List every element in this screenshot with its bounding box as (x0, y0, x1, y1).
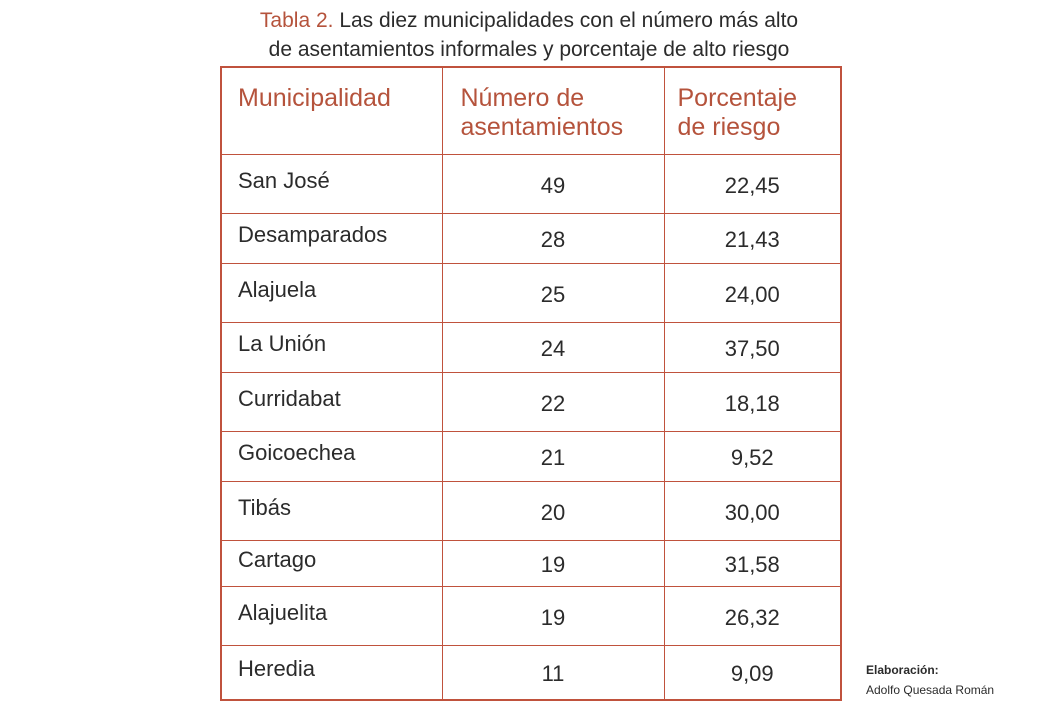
cell-riesgo: 37,50 (663, 321, 842, 373)
cell-municipalidad: La Unión (220, 321, 443, 373)
cell-asentamientos: 22 (441, 371, 665, 432)
credit-title: Elaboración: (866, 663, 939, 677)
table-row: Desamparados 28 21,43 (220, 212, 842, 264)
caption-title-line-1: Las diez municipalidades con el número m… (339, 9, 799, 32)
cell-municipalidad: Heredia (220, 644, 443, 700)
credit-note: Elaboración: Adolfo Quesada Román (866, 660, 994, 700)
cell-asentamientos: 25 (441, 262, 665, 323)
caption-title-line-2: de asentamientos informales y porcentaje… (268, 38, 790, 61)
header-riesgo: Porcentaje de riesgo (663, 66, 842, 155)
cell-asentamientos: 28 (441, 212, 665, 264)
cell-riesgo-text: 9,09 (730, 661, 774, 686)
header-asentamientos: Número de asentamientos (441, 66, 665, 155)
credit-author: Adolfo Quesada Román (866, 683, 995, 697)
caption-label: Tabla 2. (259, 9, 334, 32)
table-row: Goicoechea 21 9,52 (220, 430, 842, 482)
cell-municipalidad-text: Alajuela (238, 276, 317, 302)
cell-municipalidad-text: Tibás (238, 494, 291, 520)
cell-riesgo-text: 37,50 (724, 336, 780, 361)
table-row: Heredia 11 9,09 (220, 644, 842, 700)
cell-riesgo-text: 18,18 (724, 390, 780, 416)
cell-asentamientos: 21 (441, 430, 665, 482)
cell-riesgo: 22,45 (663, 153, 842, 214)
cell-municipalidad-text: Alajuelita (238, 599, 328, 625)
cell-asentamientos-text: 11 (541, 661, 565, 686)
header-asentamientos-line-1: Número de (460, 84, 585, 112)
cell-asentamientos-text: 28 (540, 227, 566, 252)
table-row: Alajuelita 19 26,32 (220, 585, 842, 646)
cell-riesgo-text: 9,52 (730, 445, 774, 470)
cell-asentamientos: 11 (441, 644, 665, 700)
cell-asentamientos: 19 (441, 539, 665, 587)
header-asentamientos-line-2: asentamientos (460, 113, 624, 141)
cell-riesgo-text: 22,45 (724, 172, 780, 198)
caption-line-1: Tabla 2. Las diez municipalidades con el… (0, 6, 1058, 35)
cell-municipalidad-text: San José (238, 167, 330, 193)
header-riesgo-line-1: Porcentaje (677, 84, 798, 112)
cell-asentamientos-text: 19 (540, 552, 566, 577)
cell-riesgo: 24,00 (663, 262, 842, 323)
cell-riesgo: 9,52 (663, 430, 842, 482)
cell-asentamientos: 49 (441, 153, 665, 214)
cell-municipalidad: Cartago (220, 539, 443, 587)
table-header-row: Municipalidad Número de asentamientos Por… (220, 66, 842, 155)
cell-municipalidad: San José (220, 153, 443, 214)
cell-municipalidad-text: La Unión (238, 331, 327, 356)
cell-riesgo: 18,18 (663, 371, 842, 432)
header-municipalidad-text: Municipalidad (238, 84, 391, 112)
cell-municipalidad-text: Goicoechea (238, 440, 356, 465)
cell-asentamientos-text: 19 (540, 604, 566, 630)
cell-asentamientos-text: 24 (540, 336, 566, 361)
cell-riesgo: 21,43 (663, 212, 842, 264)
table-row: San José 49 22,45 (220, 153, 842, 214)
table-row: Cartago 19 31,58 (220, 539, 842, 587)
table-row: Alajuela 25 24,00 (220, 262, 842, 323)
cell-municipalidad: Alajuela (220, 262, 443, 323)
cell-asentamientos: 19 (441, 585, 665, 646)
table-caption: Tabla 2. Las diez municipalidades con el… (0, 6, 1058, 64)
cell-riesgo-text: 24,00 (724, 281, 780, 307)
cell-riesgo-text: 31,58 (724, 552, 780, 577)
cell-municipalidad-text: Desamparados (238, 222, 388, 247)
cell-municipalidad: Desamparados (220, 212, 443, 264)
cell-riesgo-text: 21,43 (724, 227, 780, 252)
cell-asentamientos-text: 21 (540, 445, 566, 470)
cell-riesgo: 30,00 (663, 480, 842, 541)
table-row: Curridabat 22 18,18 (220, 371, 842, 432)
cell-asentamientos: 20 (441, 480, 665, 541)
cell-municipalidad-text: Curridabat (238, 385, 341, 411)
cell-riesgo-text: 30,00 (724, 499, 780, 525)
cell-asentamientos-text: 25 (540, 281, 566, 307)
cell-municipalidad: Curridabat (220, 371, 443, 432)
table-row: Tibás 20 30,00 (220, 480, 842, 541)
municipalities-table: Municipalidad Número de asentamientos Por… (220, 66, 842, 701)
cell-municipalidad-text: Cartago (238, 547, 317, 572)
cell-asentamientos-text: 20 (540, 499, 566, 525)
cell-municipalidad: Goicoechea (220, 430, 443, 482)
cell-riesgo: 31,58 (663, 539, 842, 587)
cell-municipalidad: Alajuelita (220, 585, 443, 646)
header-municipalidad: Municipalidad (220, 66, 443, 155)
cell-asentamientos: 24 (441, 321, 665, 373)
cell-riesgo: 9,09 (663, 644, 842, 700)
cell-asentamientos-text: 49 (540, 172, 566, 198)
cell-municipalidad: Tibás (220, 480, 443, 541)
header-riesgo-line-2: de riesgo (677, 113, 781, 141)
table-row: La Unión 24 37,50 (220, 321, 842, 373)
cell-riesgo: 26,32 (663, 585, 842, 646)
cell-riesgo-text: 26,32 (724, 604, 780, 630)
cell-municipalidad-text: Heredia (238, 656, 316, 681)
cell-asentamientos-text: 22 (540, 390, 566, 416)
